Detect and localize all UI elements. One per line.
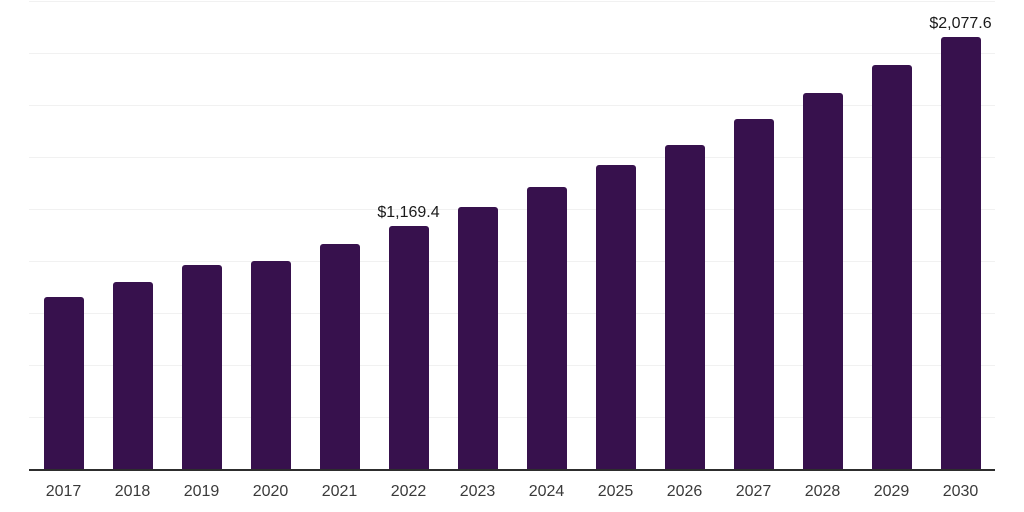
x-tick-2028: 2028	[804, 483, 841, 500]
x-tick-2030: 2030	[942, 483, 979, 500]
gridline	[29, 261, 995, 262]
x-tick-2023: 2023	[459, 483, 496, 500]
bar-cell-2029	[857, 1, 926, 469]
x-tick-2025: 2025	[597, 483, 634, 500]
bar-cell-2027	[719, 1, 788, 469]
bar-2019	[181, 265, 222, 469]
x-tick-2027: 2027	[735, 483, 772, 500]
gridline	[29, 53, 995, 54]
bar-2018	[112, 282, 153, 469]
x-axis-line	[29, 469, 995, 471]
x-tick-2026: 2026	[666, 483, 703, 500]
bar-cell-2021	[305, 1, 374, 469]
bar-2030: $2,077.6	[929, 15, 992, 469]
bar-cell-2028	[788, 1, 857, 469]
x-tick-2019: 2019	[183, 483, 220, 500]
x-tick-2018: 2018	[114, 483, 151, 500]
bar-2022: $1,169.4	[377, 204, 440, 469]
x-tick-2021: 2021	[321, 483, 358, 500]
bars: $1,169.4 $2,077.6	[29, 1, 995, 469]
bar-cell-2020	[236, 1, 305, 469]
bar-cell-2024	[512, 1, 581, 469]
bar-2017	[43, 297, 84, 469]
bar-cell-2017	[29, 1, 98, 469]
bar-cell-2018	[98, 1, 167, 469]
x-tick-2029: 2029	[873, 483, 910, 500]
bar-2029	[871, 65, 912, 469]
bar-2027	[733, 119, 774, 469]
gridline	[29, 365, 995, 366]
x-tick-2017: 2017	[45, 483, 82, 500]
gridline	[29, 417, 995, 418]
gridline	[29, 157, 995, 158]
bar-value-label-2022: $1,169.4	[377, 204, 440, 221]
gridline	[29, 105, 995, 106]
gridline	[29, 1, 995, 2]
bar-value-label-2030: $2,077.6	[929, 15, 992, 32]
bar-2026	[664, 145, 705, 469]
x-axis-labels: 2017 2018 2019 2020 2021 2022 2023 2024 2025 2026…	[29, 482, 995, 502]
bar-2023	[457, 207, 498, 469]
bar-2021	[319, 244, 360, 469]
bar-cell-2023	[443, 1, 512, 469]
bar-cell-2022: $1,169.4	[374, 1, 443, 469]
bar-2025	[595, 165, 636, 469]
gridline	[29, 313, 995, 314]
bar-cell-2025	[581, 1, 650, 469]
bar-2024	[526, 187, 567, 469]
bar-cell-2026	[650, 1, 719, 469]
gridline	[29, 209, 995, 210]
x-tick-2020: 2020	[252, 483, 289, 500]
bar-cell-2019	[167, 1, 236, 469]
x-tick-2024: 2024	[528, 483, 565, 500]
bar-2028	[802, 93, 843, 469]
x-tick-2022: 2022	[390, 483, 427, 500]
bar-2020	[250, 261, 291, 469]
plot-area: $1,169.4 $2,077.6	[29, 1, 995, 469]
bar-cell-2030: $2,077.6	[926, 1, 995, 469]
